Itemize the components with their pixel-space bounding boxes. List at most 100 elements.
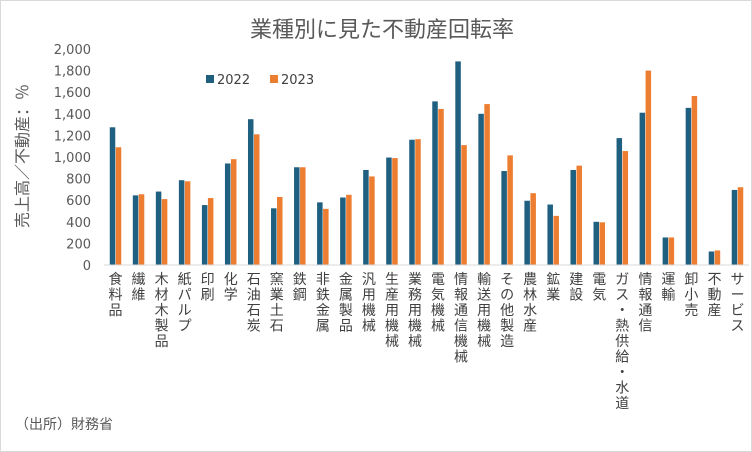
bar-2022 [132, 195, 139, 265]
bar-2023 [553, 215, 559, 265]
source-note: （出所）財務省 [15, 417, 113, 433]
category-label: 汎用機械 [362, 272, 376, 335]
bar-2023 [253, 134, 260, 265]
y-axis: 0 200 400 600 800 1,000 1,200 1,400 1,600 1,800 2,… [54, 43, 91, 274]
category-label: 情報通信 [638, 272, 652, 335]
category-label: 鉄鋼 [293, 272, 307, 304]
category-label: 生産用機械 [385, 272, 399, 350]
y-tick-label: 1,400 [54, 108, 91, 123]
bar-2022 [455, 61, 461, 265]
y-tick-label: 1,200 [54, 129, 91, 144]
bar-2023 [161, 199, 168, 265]
bar-2022 [409, 139, 415, 265]
category-label: 化学 [224, 272, 238, 304]
category-label: 印刷 [201, 272, 215, 304]
bar-2023 [207, 198, 214, 265]
bar-2022 [178, 180, 185, 265]
legend-swatch-2022 [206, 75, 214, 83]
bar-2023 [530, 193, 536, 265]
category-label: 鉱業 [546, 271, 560, 304]
y-tick-label: 400 [66, 216, 91, 231]
bar-2023 [438, 108, 444, 265]
category-label: 電気機械 [431, 272, 445, 335]
bar-2022 [340, 197, 346, 265]
category-label: 電気 [592, 272, 606, 304]
bar-2023 [507, 155, 513, 265]
bar-2023 [300, 167, 306, 265]
bar-2022 [731, 189, 738, 265]
bar-2022 [570, 169, 576, 265]
bar-2023 [277, 196, 283, 265]
bar-2023 [461, 145, 467, 265]
y-tick-label: 0 [83, 259, 91, 274]
bar-2022 [155, 191, 162, 265]
bar-2023 [645, 70, 652, 265]
category-label: 情報通信機械 [454, 272, 468, 366]
bar-2022 [294, 167, 300, 265]
category-label: 輸送用機械 [477, 272, 491, 350]
bar-2023 [599, 222, 606, 265]
bar-2022 [662, 237, 669, 265]
bar-2022 [109, 127, 116, 265]
category-label: 建設 [569, 272, 583, 304]
category-label: 運輸 [661, 272, 675, 304]
bar-2023 [115, 147, 122, 265]
category-label: 卸小売 [684, 272, 698, 319]
y-tick-label: 800 [66, 173, 91, 188]
bar-2023 [184, 181, 191, 265]
legend-swatch-2023 [270, 75, 278, 83]
bar-2022 [547, 204, 553, 265]
bar-2023 [323, 208, 329, 265]
y-tick-label: 2,000 [54, 43, 91, 58]
bar-2022 [639, 112, 646, 265]
bar-2022 [478, 113, 484, 265]
bar-2022 [432, 101, 438, 265]
bar-2023 [484, 104, 490, 265]
bar-2022 [271, 208, 277, 265]
bar-2023 [415, 139, 421, 265]
bar-series-group [109, 61, 744, 265]
y-tick-label: 600 [66, 194, 91, 209]
y-tick-label: 200 [66, 237, 91, 252]
legend-label: 2022 [217, 73, 250, 88]
bar-2023 [369, 176, 375, 265]
category-label: その他製造 [500, 272, 514, 350]
bar-2022 [247, 119, 254, 265]
bar-2022 [386, 157, 392, 265]
bar-2023 [622, 151, 629, 265]
y-tick-label: 1,000 [54, 151, 91, 166]
bar-2022 [201, 205, 208, 265]
category-label: 繊維 [132, 272, 146, 304]
y-tick-label: 1,600 [54, 86, 91, 101]
category-label: 食料品 [109, 271, 123, 319]
category-label: 業務用機械 [408, 272, 422, 350]
bar-2023 [230, 159, 237, 265]
bar-2023 [668, 237, 675, 265]
legend: 2022 2023 [206, 73, 314, 88]
category-label: 石油石炭 [247, 272, 261, 335]
category-label: 農林水産 [523, 272, 537, 335]
bar-2023 [691, 95, 698, 265]
bar-2022 [363, 169, 369, 265]
bar-2023 [714, 250, 721, 265]
bar-2023 [576, 165, 582, 265]
bar-2022 [224, 163, 231, 265]
bar-2022 [593, 221, 600, 265]
bar-2022 [616, 138, 623, 265]
category-label: 窯業土石 [270, 271, 284, 335]
category-label: 木材木製品 [155, 272, 169, 350]
chart-title: 業種別に見た不動産回転率 [250, 18, 514, 43]
bar-2023 [346, 194, 352, 265]
category-label: ガス・熱供給・水道 [615, 272, 629, 412]
x-axis: 食料品繊維木材木製品紙パルプ印刷化学石油石炭窯業土石鉄鋼非鉄金属金属製品汎用機械… [104, 264, 749, 412]
bar-2023 [138, 194, 145, 265]
bar-2023 [392, 158, 398, 265]
bar-2022 [685, 107, 692, 265]
bar-2022 [708, 251, 715, 265]
category-label: 非鉄金属 [316, 272, 330, 335]
bar-2022 [501, 171, 507, 265]
y-axis-title: 売上高／不動産：％ [13, 84, 32, 228]
legend-label: 2023 [281, 73, 314, 88]
category-label: 紙パルプ [178, 272, 192, 335]
